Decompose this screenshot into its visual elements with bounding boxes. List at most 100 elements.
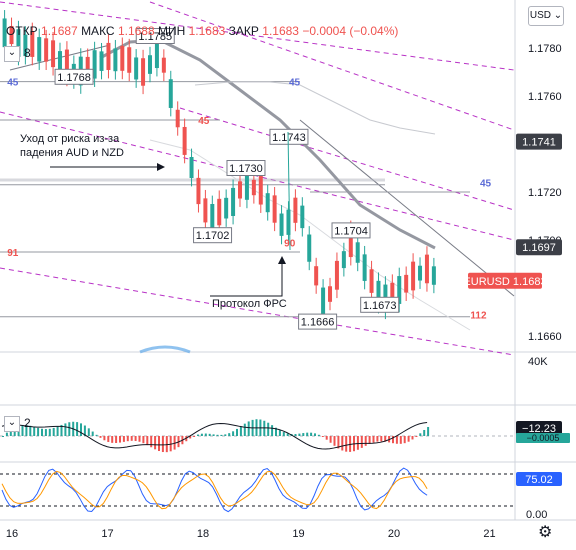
candle-body [141, 58, 146, 86]
low-label: МИН [157, 24, 186, 38]
macd-histogram-bar [360, 436, 363, 448]
oscillator-legend[interactable]: ⌄ 2 [4, 416, 31, 432]
candle-body [369, 269, 374, 293]
change-value: −0.0004 (−0.04%) [302, 24, 399, 38]
spike-wick [287, 131, 291, 251]
macd-histogram-bar [372, 436, 375, 443]
price-callout-label: 1.1785 [138, 31, 172, 43]
note-text: Протокол ФРС [212, 298, 287, 310]
macd-histogram-bar [263, 420, 266, 436]
currency-button[interactable]: USD ⌄ [528, 6, 564, 26]
macd-histogram-bar [345, 436, 348, 452]
level-number-label: 45 [289, 78, 301, 89]
candle-body [355, 242, 360, 263]
candle-body [106, 42, 111, 70]
macd-histogram-bar [107, 436, 110, 442]
collapse-icon-osc[interactable]: ⌄ [4, 416, 20, 432]
macd-histogram-bar [95, 434, 98, 436]
macd-histogram-bar [150, 436, 153, 448]
macd-histogram-bar [275, 427, 277, 436]
macd-histogram-bar [247, 421, 250, 436]
macd-histogram-bar [407, 436, 410, 442]
candle-body [113, 48, 118, 72]
note-arrow [210, 262, 283, 297]
macd-histogram-bar [333, 436, 336, 446]
macd-histogram-bar [380, 436, 383, 442]
note-arrow-head [278, 256, 286, 264]
macd-histogram-bar [189, 436, 192, 439]
price-badge [516, 133, 562, 150]
candle-body [224, 197, 229, 219]
candle-body [424, 254, 429, 284]
macd-histogram-bar [337, 436, 340, 449]
price-tick-label: 1.1720 [528, 187, 562, 199]
macd-histogram-bar [419, 433, 422, 436]
candle-body [134, 57, 139, 80]
channel-line [149, 1, 515, 131]
macd-histogram-bar [395, 436, 398, 444]
macd-histogram-bar [146, 436, 149, 446]
gear-icon[interactable]: ⚙ [538, 524, 553, 541]
candle-body [279, 213, 284, 236]
macd-histogram-bar [364, 436, 367, 446]
trend-line [299, 119, 515, 297]
macd-histogram-bar [271, 425, 274, 436]
macd-histogram-bar [368, 436, 371, 444]
candle-body [334, 260, 339, 290]
macd-histogram-bar [9, 429, 12, 436]
macd-histogram-bar [52, 427, 55, 436]
candle-body [376, 280, 381, 306]
macd-histogram-bar [384, 436, 387, 442]
macd-histogram-bar [341, 436, 344, 451]
price-badge-label: 1.1741 [522, 137, 556, 149]
candle-body [2, 18, 7, 48]
macd-badge [516, 421, 562, 435]
macd-histogram-bar [321, 436, 324, 437]
macd-histogram-bar [119, 436, 121, 443]
macd-histogram-bar [212, 434, 215, 436]
level-number-label: 45 [480, 178, 492, 189]
macd-histogram-bar [76, 422, 79, 436]
macd-histogram-bar [60, 424, 63, 436]
macd-histogram-bar [25, 425, 28, 436]
macd-histogram-bar [403, 436, 406, 444]
candle-body [154, 39, 159, 69]
candle-body [293, 197, 298, 223]
osc-count: 2 [24, 416, 31, 431]
candle-body [203, 198, 208, 223]
candle-body [44, 38, 49, 62]
high-value: 1.1688 [117, 24, 155, 38]
price-badge-label: 1.1697 [522, 242, 556, 254]
macd-histogram-bar [325, 436, 328, 440]
price-callout-label: 1.1743 [272, 132, 306, 144]
candle-body [196, 177, 201, 205]
candle-body [161, 57, 166, 73]
macd-histogram-bar [2, 436, 4, 437]
candle-body [85, 56, 90, 73]
macd-histogram-bar [314, 433, 316, 436]
macd-histogram-bar [99, 436, 102, 438]
candle-body [418, 265, 423, 281]
candle-body [300, 205, 305, 229]
low-value: 1.1683 [188, 24, 226, 38]
candle-body [120, 45, 125, 71]
moving-average-line [194, 81, 436, 135]
candle-body [189, 157, 194, 178]
macd-histogram-bar [56, 426, 59, 436]
candle-body [307, 234, 312, 262]
level-number-label: 91 [7, 248, 19, 259]
macd-line [1, 422, 428, 450]
candle-body [341, 251, 346, 269]
macd-histogram-bar [80, 423, 82, 436]
candle-body [362, 254, 367, 281]
collapse-icon[interactable]: ⌄ [4, 46, 20, 62]
macd-histogram-bar [427, 426, 430, 436]
macd-signal-label: −0.0005 [527, 433, 560, 443]
candle-body [30, 31, 35, 57]
indicator-legend[interactable]: ⌄ 8 [4, 46, 31, 62]
price-callout-label: 1.1673 [363, 300, 397, 312]
volume-tick-label: 40K [528, 356, 548, 368]
price-callout-box [54, 68, 94, 85]
macd-histogram-bar [68, 422, 71, 436]
